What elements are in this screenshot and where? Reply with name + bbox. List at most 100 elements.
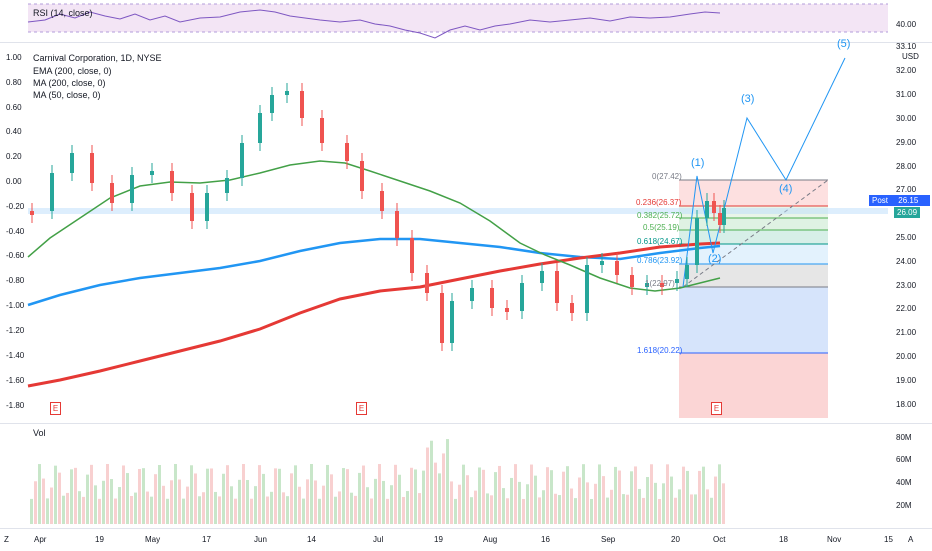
volume-bar — [282, 492, 285, 524]
volume-bar — [350, 492, 353, 524]
candles-group — [30, 83, 726, 351]
earnings-marker[interactable]: E — [50, 402, 61, 415]
right-axis-tick: 27.00 — [896, 185, 917, 194]
volume-bar — [458, 484, 461, 524]
left-axis-tick: 0.20 — [6, 152, 22, 161]
time-axis-tick: 14 — [307, 535, 316, 544]
time-axis-tick: Sep — [601, 535, 616, 544]
volume-bar — [426, 447, 429, 524]
volume-bar — [46, 498, 49, 524]
candle-body — [450, 301, 454, 343]
time-axis-tick: 17 — [202, 535, 211, 544]
volume-bar — [526, 484, 529, 524]
ema-legend[interactable]: EMA (200, close, 0) — [33, 66, 112, 76]
volume-bar — [642, 497, 645, 524]
rsi-legend[interactable]: RSI (14, close) — [33, 8, 93, 18]
volume-bar — [198, 496, 201, 524]
left-axis-tick: -1.20 — [6, 326, 25, 335]
volume-bar — [358, 472, 361, 524]
auto-scale-button[interactable]: A — [908, 535, 914, 544]
candle-body — [570, 303, 574, 313]
candle-body — [90, 153, 94, 183]
right-axis-tick: 31.00 — [896, 90, 917, 99]
candle-body — [585, 265, 589, 313]
candle-body — [540, 271, 544, 283]
volume-bar — [374, 478, 377, 524]
volume-bar — [306, 479, 309, 524]
volume-bar — [122, 465, 125, 524]
candle-body — [410, 238, 414, 273]
volume-bar — [30, 498, 33, 524]
candle-body — [130, 175, 134, 203]
volume-bar — [446, 439, 449, 524]
volume-bar — [342, 468, 345, 524]
candle-body — [258, 113, 262, 143]
candle-body — [150, 171, 154, 175]
time-axis-tick: 19 — [95, 535, 104, 544]
volume-bar — [454, 498, 457, 524]
volume-bar — [574, 498, 577, 524]
volume-bar — [646, 477, 649, 524]
time-axis-tick: 16 — [541, 535, 550, 544]
post-price-value: 26.15 — [898, 196, 919, 205]
rsi-chart — [27, 3, 888, 39]
volume-bar — [106, 464, 109, 524]
left-axis-tick: -0.80 — [6, 276, 25, 285]
earnings-marker[interactable]: E — [711, 402, 722, 415]
candle-body — [30, 211, 34, 215]
ma50-legend[interactable]: MA (50, close, 0) — [33, 90, 101, 100]
volume-bar — [210, 468, 213, 524]
volume-bar — [714, 476, 717, 524]
volume-bar — [622, 494, 625, 524]
fib-zone-5 — [679, 264, 828, 287]
ma200-legend[interactable]: MA (200, close, 0) — [33, 78, 106, 88]
time-axis[interactable]: Z Apr 19 May 17 Jun 14 Jul 19 Aug 16 Sep… — [0, 528, 932, 551]
volume-chart — [30, 439, 725, 524]
volume-pane[interactable]: Vol 80M 60M 40M 20M — [0, 424, 932, 528]
earnings-marker[interactable]: E — [356, 402, 367, 415]
volume-bar — [302, 498, 305, 524]
volume-bar — [530, 464, 533, 524]
volume-bar — [118, 487, 121, 524]
volume-bar — [142, 468, 145, 524]
volume-bar — [378, 464, 381, 524]
chart-title[interactable]: Carnival Corporation, 1D, NYSE — [33, 53, 162, 63]
volume-bar — [154, 474, 157, 524]
time-axis-tick: 18 — [779, 535, 788, 544]
right-axis-tick: 29.00 — [896, 138, 917, 147]
volume-bar — [694, 494, 697, 524]
fib-label-0236: 0.236(26.37) — [636, 198, 682, 207]
time-axis-tick: Aug — [483, 535, 498, 544]
zoom-button[interactable]: Z — [4, 535, 9, 544]
rsi-pane[interactable]: RSI (14, close) 40.00 — [0, 0, 932, 43]
volume-legend[interactable]: Vol — [33, 428, 46, 438]
price-band — [28, 208, 888, 214]
right-axis-tick: 28.00 — [896, 162, 917, 171]
volume-bar — [638, 488, 641, 524]
volume-bar — [190, 465, 193, 524]
volume-bar — [322, 485, 325, 524]
left-axis-tick: -1.40 — [6, 351, 25, 360]
volume-bar — [254, 486, 257, 524]
volume-bar — [94, 485, 97, 524]
candle-body — [360, 161, 364, 191]
volume-bar — [570, 488, 573, 524]
candle-body — [718, 213, 722, 225]
volume-bar — [170, 480, 173, 524]
volume-bar — [258, 465, 261, 524]
price-pane[interactable]: Carnival Corporation, 1D, NYSE EMA (200,… — [0, 38, 932, 424]
candle-body — [470, 288, 474, 301]
volume-bar — [274, 468, 277, 524]
fib-label-05: 0.5(25.19) — [643, 223, 680, 232]
fib-label-0: 0(27.42) — [652, 172, 682, 181]
currency-label[interactable]: USD — [902, 52, 919, 61]
left-axis-tick: 1.00 — [6, 53, 22, 62]
volume-bar — [562, 471, 565, 524]
volume-bar — [538, 497, 541, 524]
volume-bar — [398, 474, 401, 524]
volume-bar — [386, 498, 389, 524]
candle-body — [555, 271, 559, 303]
candle-body — [70, 153, 74, 173]
fib-label-0618: 0.618(24.67) — [637, 237, 683, 246]
fib-label-1: 1(22.97) — [645, 279, 675, 288]
